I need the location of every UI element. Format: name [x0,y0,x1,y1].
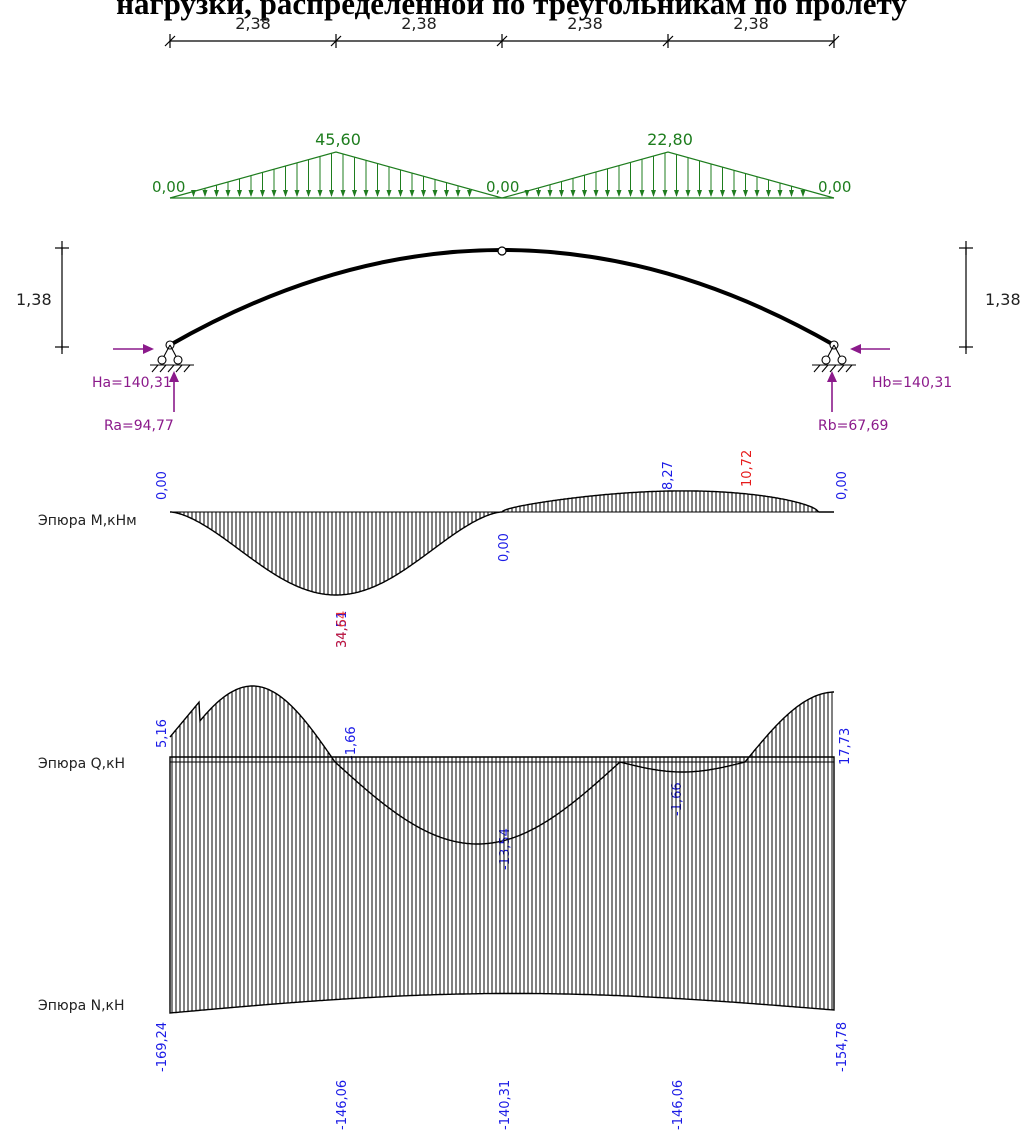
load-right-end: 0,00 [818,178,851,196]
q-label-start: 5,16 [155,719,170,748]
q-label-quarter-left: -1,66 [344,726,359,760]
dim-tick [662,34,674,48]
m-label-crown: 0,00 [497,533,512,562]
n-label-end: -154,78 [835,1022,850,1072]
reaction-hb-arrow [850,344,890,354]
diagram-m-title: Эпюра M,кНм [38,513,137,529]
rise-label-right: 1,38 [985,290,1021,309]
reaction-rb-label: Rb=67,69 [818,418,888,434]
right-support [812,340,856,373]
diagram-q [169,685,834,845]
crown-hinge [497,246,507,256]
m-label-start: 0,00 [155,471,170,500]
m-label-min-b: 34,64 [335,611,350,648]
n-label-crown: -140,31 [498,1080,513,1130]
q-label-end: 17,73 [838,728,853,765]
n-outline [169,756,835,1014]
diagram-n-title: Эпюра N,кН [38,998,125,1014]
reaction-ra-arrow [169,371,179,412]
m-hatch [171,490,817,595]
n-label-start: -169,24 [155,1022,170,1072]
span-label: 2,38 [567,14,603,33]
reaction-hb-label: Hb=140,31 [872,375,952,391]
arch-axis [169,248,835,347]
dim-tick [496,34,508,48]
reaction-ha-arrow [113,344,154,354]
rise-dimension-right [959,241,973,354]
diagram-n [169,756,835,1014]
dim-tick [164,34,176,48]
m-label-min-a: 34,51 [335,611,350,648]
n-label-quarter-left: -146,06 [335,1080,350,1130]
rise-label-left: 1,38 [16,290,52,309]
load-arrows [191,152,806,197]
left-support [150,340,194,373]
m-label-pos-b: 10,72 [740,450,755,487]
load-left-end: 0,00 [152,178,185,196]
dim-tick [828,34,840,48]
span-dimension-line [164,34,840,48]
triangular-load [169,151,835,199]
q-label-min: -13,54 [498,828,513,870]
load-peak-left: 45,60 [315,130,361,149]
reaction-rb-arrow [827,371,837,412]
q-label-quarter-right: -1,66 [670,782,685,816]
q-outline [169,685,834,845]
span-label: 2,38 [733,14,769,33]
reaction-ra-label: Ra=94,77 [104,418,174,434]
diagram-q-title: Эпюра Q,кН [38,756,125,772]
page-heading: нагрузки, распределенной по треугольника… [116,0,907,21]
m-label-pos-a: 8,27 [661,461,676,490]
span-label: 2,38 [401,14,437,33]
load-middle: 0,00 [486,178,519,196]
reaction-ha-label: Ha=140,31 [92,375,172,391]
span-label: 2,38 [235,14,271,33]
n-hatch [171,757,833,1013]
dim-tick [330,34,342,48]
n-label-quarter-right: -146,06 [671,1080,686,1130]
diagram-m [170,490,834,596]
m-label-end: 0,00 [835,471,850,500]
load-peak-right: 22,80 [647,130,693,149]
rise-dimension-left [55,241,69,354]
